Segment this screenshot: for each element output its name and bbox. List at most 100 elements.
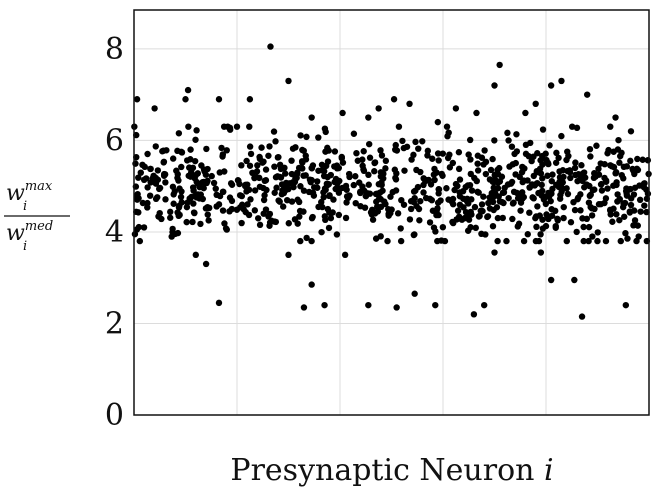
data-point — [473, 177, 480, 185]
data-point — [139, 161, 146, 169]
x-axis-label: Presynaptic Neuron i — [230, 453, 553, 488]
data-point — [265, 152, 272, 159]
data-point — [288, 198, 296, 205]
data-point — [346, 192, 353, 199]
data-point — [589, 233, 596, 240]
data-point — [515, 220, 523, 227]
data-point — [215, 96, 223, 103]
data-point — [238, 162, 245, 169]
data-point — [156, 184, 164, 192]
data-point — [539, 152, 546, 160]
data-point — [426, 219, 434, 226]
data-point — [203, 179, 210, 187]
data-point — [532, 237, 540, 245]
data-point — [426, 195, 434, 203]
data-point — [432, 228, 439, 235]
data-point — [612, 169, 620, 176]
data-point — [640, 184, 648, 191]
data-point — [456, 201, 464, 209]
data-point — [548, 212, 556, 219]
data-point — [406, 216, 414, 223]
data-point — [467, 156, 474, 163]
data-point — [243, 157, 250, 165]
data-point — [186, 164, 193, 171]
data-point — [238, 219, 245, 227]
data-point — [286, 180, 293, 187]
data-point — [275, 197, 282, 204]
data-point — [511, 150, 518, 158]
data-point — [297, 132, 304, 139]
data-point — [378, 179, 385, 186]
data-point — [190, 209, 198, 216]
data-point — [567, 219, 575, 226]
data-point — [372, 235, 380, 242]
data-point — [485, 199, 492, 207]
data-point — [588, 205, 595, 212]
data-point — [467, 208, 474, 216]
data-point — [626, 209, 634, 216]
data-point — [498, 173, 506, 180]
data-point — [491, 137, 498, 144]
data-point — [352, 173, 359, 180]
data-point — [152, 180, 160, 187]
data-point — [560, 203, 567, 211]
data-point — [482, 170, 490, 178]
data-point — [631, 217, 639, 224]
data-point — [537, 249, 545, 256]
data-point — [366, 140, 373, 148]
data-point — [294, 196, 301, 203]
data-point — [564, 167, 571, 175]
data-point — [533, 167, 541, 175]
data-point — [223, 147, 230, 154]
data-point — [509, 200, 517, 207]
data-point — [192, 136, 199, 143]
data-point — [627, 157, 634, 165]
data-point — [302, 152, 309, 159]
data-point — [532, 100, 539, 108]
data-point — [419, 138, 426, 145]
data-point — [204, 165, 211, 173]
data-point — [254, 162, 261, 169]
data-point — [247, 150, 255, 158]
data-point — [616, 216, 623, 224]
data-point — [341, 251, 349, 259]
data-point — [132, 160, 139, 167]
data-point — [643, 208, 650, 216]
data-point — [193, 127, 200, 134]
data-point — [494, 214, 502, 222]
data-point — [356, 179, 363, 186]
data-point — [601, 161, 608, 168]
data-point — [411, 231, 418, 238]
data-point — [571, 206, 579, 214]
data-point — [335, 211, 343, 219]
data-point — [473, 109, 480, 117]
data-point — [465, 151, 472, 158]
data-point — [178, 163, 185, 171]
data-point — [582, 174, 589, 181]
data-point — [330, 196, 337, 203]
data-point — [343, 199, 350, 206]
data-point — [327, 214, 335, 222]
data-point — [332, 185, 339, 193]
data-point — [477, 207, 484, 214]
data-point — [261, 192, 268, 199]
y-tick-label: 6 — [105, 123, 124, 158]
data-point — [219, 153, 226, 160]
data-point — [178, 149, 186, 156]
data-point — [522, 141, 530, 148]
data-point — [365, 301, 372, 309]
data-point — [478, 230, 485, 237]
data-point — [403, 143, 411, 150]
data-point — [342, 182, 350, 190]
data-point — [526, 184, 533, 191]
data-point — [308, 165, 316, 172]
data-point — [285, 220, 292, 227]
data-point — [387, 193, 394, 200]
data-point — [176, 185, 183, 192]
data-point — [220, 123, 228, 130]
data-point — [155, 213, 162, 220]
data-point — [456, 189, 463, 196]
data-point — [246, 143, 254, 150]
data-point — [253, 168, 261, 175]
data-point — [289, 145, 297, 152]
